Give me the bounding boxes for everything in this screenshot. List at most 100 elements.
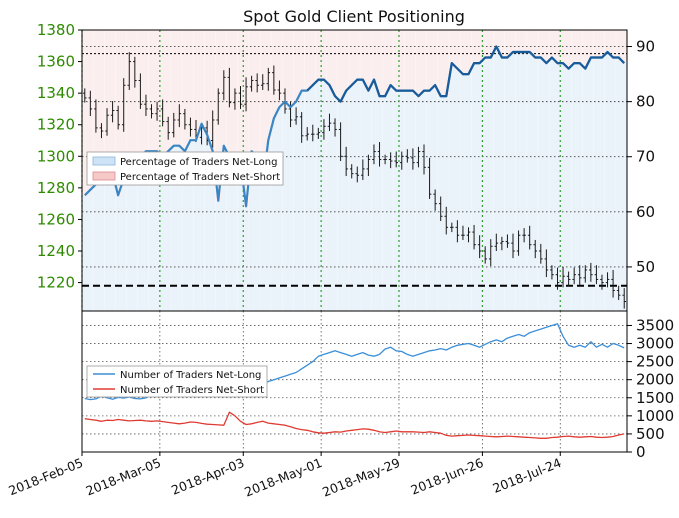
ohlc-bar: [388, 152, 393, 169]
net-short-fill-column: [387, 30, 394, 86]
ohlc-bar: [305, 127, 310, 141]
net-long-fill-column: [248, 151, 255, 311]
trader-count-tick-label: 2000: [636, 371, 674, 389]
trader-count-tick-label: 0: [636, 443, 646, 461]
ohlc-bar: [277, 80, 282, 101]
ohlc-bar: [327, 113, 332, 132]
net-short-fill-column: [198, 30, 205, 124]
net-long-fill-column: [254, 156, 261, 311]
net-long-fill-column: [576, 63, 583, 311]
net-long-fill-column: [493, 46, 500, 311]
net-long-fill-column: [538, 57, 544, 312]
net-long-fill-column: [510, 52, 517, 311]
net-short-fill-column: [504, 30, 511, 58]
lower-panel-frame: [81, 310, 628, 453]
ohlc-bar: [238, 86, 243, 109]
net-long-fill-column: [610, 57, 617, 312]
traders-net-short-line: [84, 411, 625, 439]
net-short-fill-column: [209, 30, 216, 152]
net-long-fill-column: [187, 140, 194, 311]
net-long-fill-column: [176, 145, 183, 311]
legend-label-traders-net-long: Number of Traders Net-Long: [120, 370, 261, 381]
net-long-fill-column: [504, 57, 511, 312]
ohlc-bar: [594, 265, 599, 285]
price-tick-label: 1260: [37, 210, 75, 228]
net-short-fill-column: [287, 30, 294, 108]
net-short-fill-column: [465, 30, 472, 75]
ohlc-bar: [550, 265, 554, 280]
ohlc-bar: [149, 104, 154, 119]
net-long-fill-column: [599, 57, 606, 312]
net-long-fill-column: [454, 68, 461, 311]
net-long-fill-column: [326, 85, 333, 311]
net-short-fill-column: [621, 30, 628, 64]
net-short-fill-column: [348, 30, 355, 86]
net-long-fill-column: [360, 79, 367, 312]
net-short-fill-column: [482, 30, 489, 58]
net-short-fill-column: [576, 30, 583, 64]
net-short-fill-column: [376, 30, 383, 97]
upper-legend: Percentage of Traders Net-Long Percentag…: [86, 151, 284, 186]
net-short-fill-column: [437, 30, 444, 97]
ohlc-bar: [583, 265, 588, 283]
net-short-fill-column: [298, 30, 305, 91]
ohlc-bar: [544, 249, 549, 278]
ohlc-bar: [411, 148, 415, 170]
ohlc-bar: [121, 78, 126, 132]
ohlc-bar: [171, 112, 176, 138]
net-long-fill-column: [215, 200, 222, 311]
net-long-fill-column: [143, 151, 150, 311]
net-long-fill-column: [310, 85, 316, 311]
ohlc-bar: [177, 104, 182, 128]
ohlc-bar: [616, 285, 621, 300]
ohlc-bar: [527, 225, 532, 250]
net-short-fill-column: [132, 30, 139, 163]
ohlc-bar: [188, 117, 193, 137]
net-long-fill-column: [198, 123, 205, 312]
ohlc-bar: [500, 236, 504, 251]
ohlc-bar: [105, 108, 109, 136]
net-short-fill-column: [443, 30, 450, 97]
ohlc-bar: [233, 88, 237, 110]
net-short-fill-column: [371, 30, 378, 80]
ohlc-bar: [494, 233, 499, 252]
net-short-fill-column: [499, 30, 506, 58]
net-short-fill-column: [343, 30, 350, 91]
ohlc-bar: [272, 65, 276, 95]
ohlc-bar: [222, 70, 226, 101]
net-long-fill-column: [526, 52, 533, 311]
net-long-fill-column: [426, 90, 433, 311]
ohlc-bar: [361, 159, 365, 180]
net-short-fill-column: [82, 30, 88, 196]
net-long-fill-column: [315, 79, 322, 312]
net-long-fill-column: [588, 57, 595, 312]
net-long-fill-column: [365, 90, 372, 311]
ohlc-bar: [244, 77, 248, 112]
net-long-fill-column: [621, 63, 628, 311]
ohlc-bar: [600, 274, 604, 290]
ohlc-bar: [483, 246, 487, 264]
net-long-fill-column: [148, 151, 155, 311]
price-tick-label: 1300: [37, 147, 75, 165]
net-long-fill-column: [243, 206, 250, 311]
date-tick-label: 2018-May-01: [242, 455, 324, 500]
ohlc-bar: [216, 88, 221, 125]
net-long-fill-column: [132, 162, 139, 311]
net-long-fill-column: [560, 63, 567, 311]
percent-net-long-line: [84, 45, 625, 208]
net-short-fill-column: [426, 30, 433, 91]
net-short-fill-column: [421, 30, 428, 91]
lower-legend: Number of Traders Net-Long Number of Tra…: [86, 365, 268, 398]
ohlc-bar: [160, 99, 165, 127]
net-long-fill-column: [487, 57, 494, 312]
lower-panel-grid: [81, 311, 627, 452]
net-short-fill-column: [98, 30, 105, 179]
ohlc-bar: [433, 189, 437, 211]
net-long-fill-column: [398, 90, 405, 311]
ohlc-bar: [166, 116, 170, 140]
net-short-fill-column: [415, 30, 422, 97]
date-tick-label: 2018-Apr-03: [169, 455, 246, 498]
ohlc-bar: [377, 142, 382, 167]
net-long-fill-column: [337, 101, 344, 312]
